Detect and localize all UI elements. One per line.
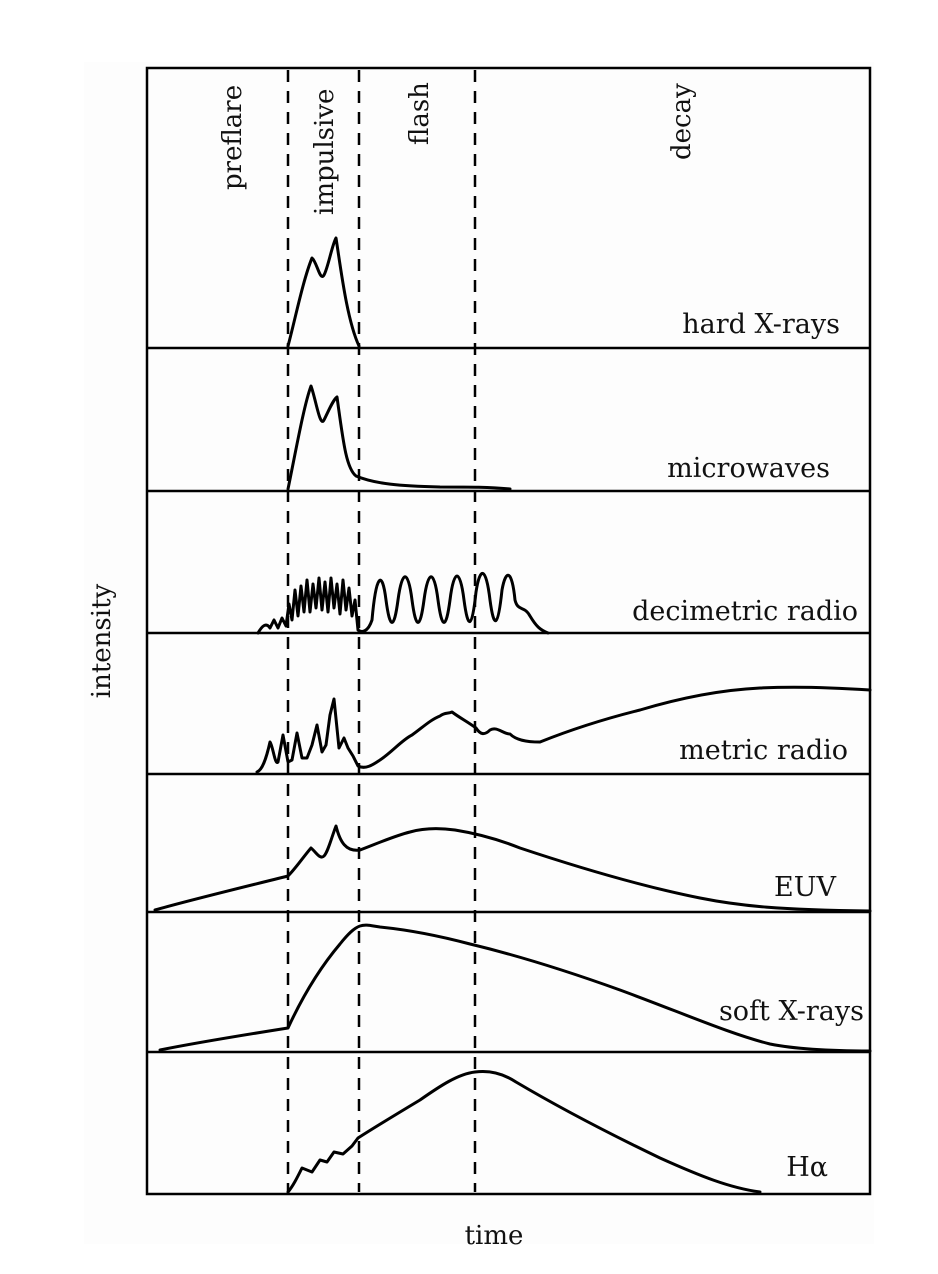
decimetric-radio-curve <box>256 571 550 635</box>
phase-boundaries <box>286 70 477 1192</box>
euv-curve <box>153 824 872 913</box>
band-label-h-alpha: Hα <box>786 1152 828 1183</box>
metric-radio-curve <box>255 685 872 774</box>
y-axis-label: intensity <box>87 583 117 698</box>
band-label-metric-radio: metric radio <box>679 735 848 766</box>
band-label-soft-x-rays: soft X-rays <box>719 996 864 1027</box>
phase-label-decay: decay <box>667 83 697 160</box>
plot-frame <box>145 66 872 1196</box>
band-label-microwaves: microwaves <box>667 453 830 484</box>
x-axis-label: time <box>465 1221 524 1251</box>
phase-label-preflare: preflare <box>218 85 248 190</box>
figure-background <box>84 62 874 1244</box>
h-alpha-curve <box>286 1070 762 1194</box>
band-label-decimetric-radio: decimetric radio <box>632 596 858 627</box>
phase-labels: preflare impulsive flash decay <box>218 82 697 215</box>
phase-label-impulsive: impulsive <box>310 89 340 215</box>
phase-label-flash: flash <box>405 82 435 145</box>
hard-x-rays-curve <box>286 236 361 348</box>
microwaves-curve <box>286 384 512 491</box>
band-label-hard-x-rays: hard X-rays <box>682 309 840 340</box>
panel-separators <box>147 346 870 1054</box>
soft-x-rays-curve <box>158 923 872 1053</box>
band-label-euv: EUV <box>774 872 836 903</box>
